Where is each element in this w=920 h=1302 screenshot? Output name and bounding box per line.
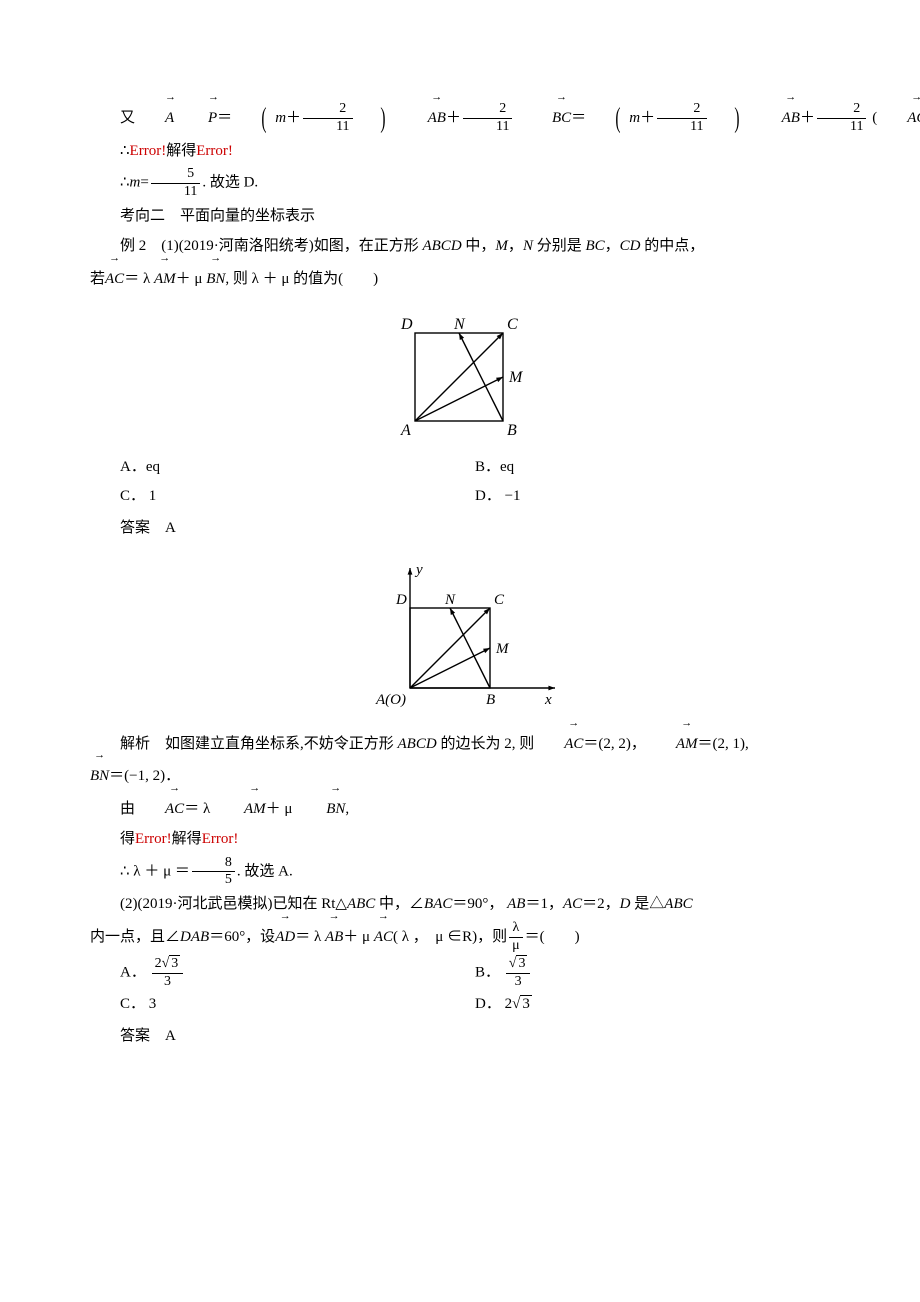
- var-N: N: [523, 238, 533, 254]
- var-ABCD-2: ABCD: [398, 736, 437, 752]
- var-ABC-2: ABC: [664, 896, 692, 912]
- vec-AC-4: AC: [135, 793, 184, 824]
- svg-text:B: B: [507, 422, 517, 439]
- svg-text:C: C: [507, 316, 518, 333]
- var-DAB: DAB: [180, 929, 209, 945]
- figure-coord: A(O) B C D N Mx y: [355, 553, 565, 718]
- var-AC-p2: AC: [563, 896, 582, 912]
- vec-AC-p2v: AC: [374, 921, 393, 952]
- paren-r2: ): [717, 105, 739, 133]
- var-m: m: [275, 110, 286, 126]
- svg-text:B: B: [486, 692, 495, 708]
- var-AB-p2: AB: [507, 896, 525, 912]
- vec-AB-2: AB: [752, 102, 800, 133]
- opt-A1: A．eq: [120, 453, 475, 482]
- svg-text:A: A: [400, 422, 411, 439]
- opt-D2: D． 2√3: [475, 990, 830, 1019]
- options-1: A．eq B．eq C． 1 D． −1: [120, 453, 830, 510]
- jiexi-1: 解析 如图建立直角坐标系,不妨令正方形 ABCD 的边长为 2, 则AC＝(2,…: [90, 728, 830, 759]
- part2-text: (2)(2019·河北武邑模拟)已知在 Rt△ABC 中，∠BAC＝90°， A…: [90, 890, 830, 919]
- vec-BN-q: BN: [206, 263, 225, 294]
- frac-B2: √33: [506, 957, 531, 989]
- paren-l: (: [245, 105, 267, 133]
- figure-square: A B C D N M: [385, 303, 535, 443]
- eq-line-1: 又A P＝ (m＋211) AB＋211 BC＝ (m＋211) AB＋211 …: [90, 102, 830, 135]
- example2-text: 例 2 (1)(2019·河南洛阳统考)如图，在正方形 ABCD 中，M，N 分…: [90, 232, 830, 261]
- error-2: Error!: [196, 143, 233, 159]
- svg-text:D: D: [395, 592, 407, 608]
- vec-BC-1: BC: [522, 102, 571, 133]
- opt-C1: C． 1: [120, 482, 475, 511]
- page: 又A P＝ (m＋211) AB＋211 BC＝ (m＋211) AB＋211 …: [0, 0, 920, 1302]
- svg-text:M: M: [508, 369, 524, 386]
- eq-line-3: ∴m=511. 故选 D.: [90, 167, 830, 199]
- var-BAC: BAC: [424, 896, 452, 912]
- opt-D1: D． −1: [475, 482, 830, 511]
- part2-text-2: 内一点，且∠DAB＝60°，设AD＝ λ AB＋ μ AC( λ ， μ ∈R)…: [90, 921, 830, 954]
- var-CD: CD: [620, 238, 641, 254]
- answer-1: 答案 A: [90, 514, 830, 543]
- vec-AM-q: AM: [154, 263, 176, 294]
- vec-AM-4: AM: [214, 793, 266, 824]
- opt-C2: C． 3: [120, 990, 475, 1019]
- frac-2-11-c: 211: [657, 102, 706, 134]
- vec-AB-1: AB: [398, 102, 446, 133]
- frac-2-11-a: 211: [303, 102, 352, 134]
- vec-BN-3: BN: [90, 760, 109, 791]
- vec-AC-q: AC: [105, 263, 124, 294]
- svg-text:M: M: [495, 641, 510, 657]
- var-m4: m: [130, 175, 141, 191]
- line-you: 由AC＝ λ AM＋ μ BN,: [90, 793, 830, 824]
- frac-lambda-mu: λμ: [509, 921, 523, 953]
- jiexi-1b: BN＝(−1, 2)．: [90, 760, 830, 791]
- section-title: 考向二 平面向量的坐标表示: [90, 202, 830, 231]
- opt-B1: B．eq: [475, 453, 830, 482]
- svg-text:N: N: [453, 316, 466, 333]
- opt-B2: B． √33: [475, 957, 830, 989]
- frac-5-11: 511: [151, 167, 200, 199]
- line-de: 得Error!解得Error!: [90, 825, 830, 854]
- error-4: Error!: [202, 831, 239, 847]
- text-you: 又: [120, 110, 135, 126]
- vec-AD-p2: AD: [275, 921, 295, 952]
- vec-AB-p2: AB: [325, 921, 343, 952]
- svg-text:N: N: [444, 592, 456, 608]
- paren-l2: (: [599, 105, 621, 133]
- svg-text:D: D: [400, 316, 413, 333]
- var-M: M: [495, 238, 508, 254]
- frac-A2: 2√33: [152, 957, 184, 989]
- frac-8-5: 85: [192, 856, 235, 888]
- paren-r: ): [363, 105, 385, 133]
- var-D: D: [620, 896, 631, 912]
- var-ABC-1: ABC: [347, 896, 375, 912]
- vec-P: P: [178, 102, 217, 133]
- answer-2: 答案 A: [90, 1022, 830, 1051]
- error-3: Error!: [135, 831, 172, 847]
- vec-A: A: [135, 102, 174, 133]
- vec-AM-3: AM: [646, 728, 698, 759]
- svg-text:y: y: [414, 562, 423, 578]
- svg-text:C: C: [494, 592, 505, 608]
- vec-AC-3: AC: [534, 728, 583, 759]
- line-final: ∴ λ ＋ μ ＝85. 故选 A.: [90, 856, 830, 888]
- var-ABCD-1: ABCD: [422, 238, 461, 254]
- vec-AC-1: AC: [877, 102, 920, 133]
- var-m2: m: [629, 110, 640, 126]
- frac-2-11-d: 211: [817, 102, 866, 134]
- options-2: A． 2√33 B． √33 C． 3 D． 2√3: [120, 957, 830, 1018]
- frac-2-11-b: 211: [463, 102, 512, 134]
- error-1: Error!: [130, 143, 167, 159]
- svg-text:A(O): A(O): [375, 692, 406, 708]
- opt-A2: A． 2√33: [120, 957, 475, 989]
- eq-line-2: ∴Error!解得Error!: [90, 137, 830, 166]
- var-BC: BC: [585, 238, 604, 254]
- svg-text:x: x: [544, 692, 552, 708]
- example2-text-2: 若AC＝ λ AM＋ μ BN, 则 λ ＋ μ 的值为( ): [90, 263, 830, 294]
- vec-BN-4: BN: [296, 793, 345, 824]
